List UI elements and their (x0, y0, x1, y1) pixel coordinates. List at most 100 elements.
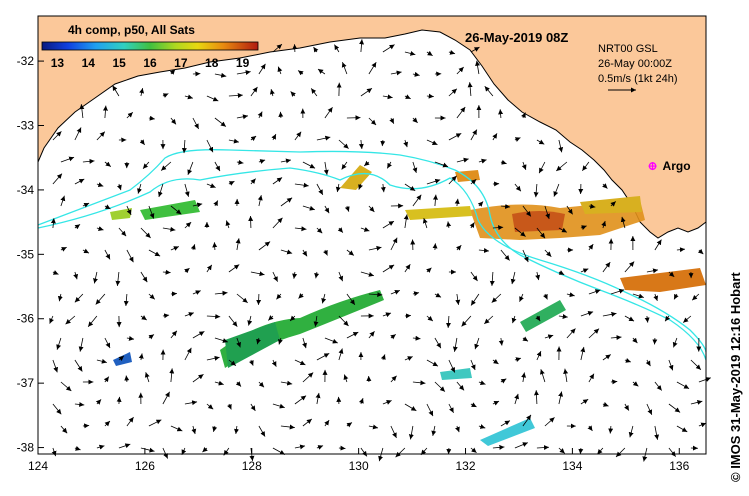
current-vector (615, 447, 626, 458)
current-vector (139, 88, 145, 97)
current-vector (691, 293, 700, 301)
current-vector (456, 157, 469, 163)
current-vector (412, 194, 422, 207)
current-vector (538, 161, 546, 174)
current-vector (514, 183, 522, 192)
current-vector (697, 248, 704, 255)
current-vector (522, 205, 532, 217)
x-tick-label: 134 (562, 459, 582, 473)
current-vector (690, 399, 703, 405)
current-vector (93, 271, 98, 284)
current-vector (157, 183, 164, 198)
current-vector (448, 359, 456, 373)
current-vector (250, 403, 256, 412)
argo-label: Argo (663, 159, 691, 173)
current-vector (556, 161, 568, 172)
current-vector (212, 242, 218, 251)
current-vector (456, 66, 464, 75)
current-vector (434, 337, 442, 349)
current-vector (426, 359, 439, 367)
current-vector (588, 373, 595, 383)
current-vector (78, 337, 84, 352)
current-vector (338, 315, 349, 327)
current-vector (74, 224, 81, 230)
current-vector (389, 117, 395, 124)
current-vector (378, 447, 384, 462)
current-vector (536, 445, 550, 451)
current-vector (102, 105, 108, 119)
current-vector (539, 369, 546, 383)
current-vector (467, 82, 473, 97)
current-vector (321, 293, 327, 304)
current-vector (653, 293, 659, 302)
current-vector (280, 380, 293, 386)
isobath-contour-inner (37, 167, 707, 353)
current-vector (404, 94, 411, 100)
current-vector (602, 311, 617, 317)
current-vector (324, 205, 330, 214)
current-vector (668, 403, 681, 413)
current-vector (272, 43, 283, 53)
current-vector (698, 422, 707, 428)
current-vector (624, 358, 631, 363)
current-vector (294, 182, 309, 188)
current-vector (544, 205, 550, 220)
current-vector (52, 359, 58, 373)
current-vector (404, 403, 417, 412)
current-vector (148, 249, 161, 257)
current-legend: NRT00 GSL 26-May 00:00Z 0.5m/s (1kt 24h) (598, 43, 677, 93)
colorbar-ticks: 13 14 15 16 17 18 19 (51, 56, 250, 70)
current-vector (580, 398, 589, 405)
current-vector (257, 111, 263, 119)
y-axis: -32 -33 -34 -35 -36 -37 -38 (17, 54, 44, 455)
current-vector (477, 201, 484, 207)
y-tick-label: -38 (17, 441, 35, 455)
current-vector (368, 331, 375, 339)
y-tick-label: -37 (17, 376, 35, 390)
colorbar-tick-label: 15 (112, 56, 126, 70)
current-vector (343, 374, 349, 383)
current-vector (403, 214, 409, 229)
current-vector (95, 293, 106, 305)
current-vector (514, 393, 519, 405)
argo-float: Argo (648, 159, 691, 173)
current-vector (522, 336, 529, 342)
current-vector (184, 312, 194, 317)
current-vector (610, 335, 622, 341)
current-vector (228, 138, 240, 144)
current-vector (404, 183, 416, 192)
current-vector (403, 139, 409, 148)
current-vector (478, 424, 486, 429)
current-vector (404, 356, 413, 361)
current-vector (498, 337, 504, 346)
sst-patch-cyan-mid (440, 368, 472, 380)
current-vector (544, 417, 555, 427)
y-tick-label: -35 (17, 247, 35, 261)
current-vector (297, 70, 304, 76)
current-vector (536, 139, 545, 145)
current-vector (212, 425, 218, 432)
current-vector (484, 315, 494, 325)
current-vector (302, 418, 313, 427)
colorbar-tick-label: 16 (143, 56, 157, 70)
isobath-contours (37, 149, 707, 361)
current-vector (60, 195, 66, 207)
current-vector (52, 173, 63, 185)
current-vector (184, 94, 193, 100)
current-vector (390, 334, 396, 340)
current-vector (602, 261, 611, 273)
current-vector (645, 359, 651, 367)
current-vector (162, 447, 169, 459)
current-vector (316, 135, 331, 141)
sst-patch-cyan-south (480, 418, 535, 446)
current-vector (104, 420, 111, 427)
current-vector (698, 377, 711, 383)
current-vector (690, 359, 702, 371)
current-vector (302, 205, 315, 211)
current-vector (602, 354, 611, 361)
current-vector (475, 60, 480, 75)
current-vector (610, 201, 617, 207)
current-vector (500, 420, 511, 427)
current-vector (247, 315, 253, 326)
current-vector (338, 348, 344, 361)
